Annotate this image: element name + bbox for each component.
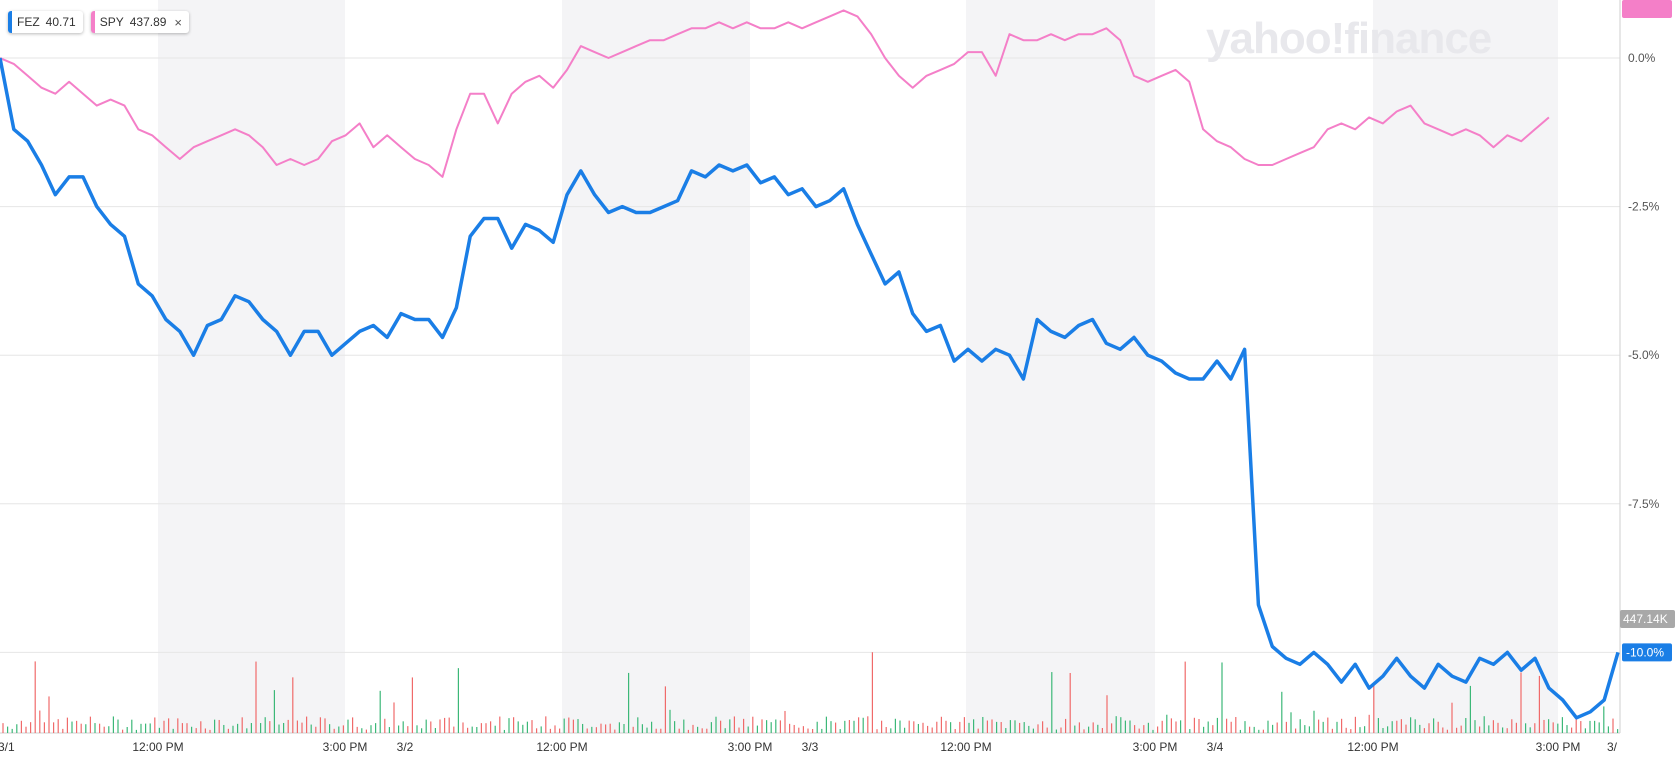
spy-swatch	[90, 11, 95, 33]
series-line-spy	[0, 9, 1550, 178]
series-line-fez	[0, 57, 1620, 720]
y-tick-label: -5.0%	[1628, 348, 1660, 362]
x-tick-label: 12:00 PM	[536, 740, 587, 754]
last-value-label-spy: -1.0%	[1626, 0, 1658, 3]
x-tick-label: 12:00 PM	[940, 740, 991, 754]
legend-item-spy[interactable]: SPY 437.89 ×	[90, 11, 190, 33]
fez-swatch	[8, 11, 12, 33]
x-tick-label: 3/3	[802, 740, 819, 754]
x-tick-label: 3:00 PM	[728, 740, 773, 754]
x-tick-label: 12:00 PM	[132, 740, 183, 754]
last-value-label-fez: -10.0%	[1626, 645, 1664, 659]
legend: FEZ 40.71 SPY 437.89 ×	[8, 11, 190, 33]
x-tick-label: 3/2	[397, 740, 414, 754]
x-tick-label: 3/1	[0, 740, 15, 754]
session-band-2	[966, 0, 1155, 733]
x-tick-label: 3/4	[1207, 740, 1224, 754]
volume-tag	[1620, 610, 1675, 628]
session-band-0	[158, 0, 345, 733]
last-value-tag-spy	[1622, 0, 1672, 18]
legend-item-fez[interactable]: FEZ 40.71	[8, 11, 83, 33]
close-icon[interactable]: ×	[174, 14, 183, 30]
x-tick-label: 3/	[1607, 740, 1618, 754]
session-band-3	[1373, 0, 1558, 733]
fez-price: 40.71	[45, 15, 76, 29]
yahoo-finance-watermark: yahoo!finance	[1206, 14, 1492, 63]
y-tick-label: -2.5%	[1628, 200, 1660, 214]
x-tick-label: 3:00 PM	[323, 740, 368, 754]
x-tick-label: 12:00 PM	[1347, 740, 1398, 754]
x-tick-label: 3:00 PM	[1536, 740, 1581, 754]
y-tick-label: -7.5%	[1628, 497, 1660, 511]
y-tick-label: 0.0%	[1628, 51, 1656, 65]
volume-label: 447.14K	[1623, 612, 1668, 626]
fez-symbol: FEZ	[17, 15, 40, 29]
session-band-1	[562, 0, 750, 733]
x-tick-label: 3:00 PM	[1133, 740, 1178, 754]
spy-symbol: SPY	[99, 15, 124, 29]
spy-price: 437.89	[129, 15, 167, 29]
last-value-tag-fez	[1622, 643, 1672, 662]
